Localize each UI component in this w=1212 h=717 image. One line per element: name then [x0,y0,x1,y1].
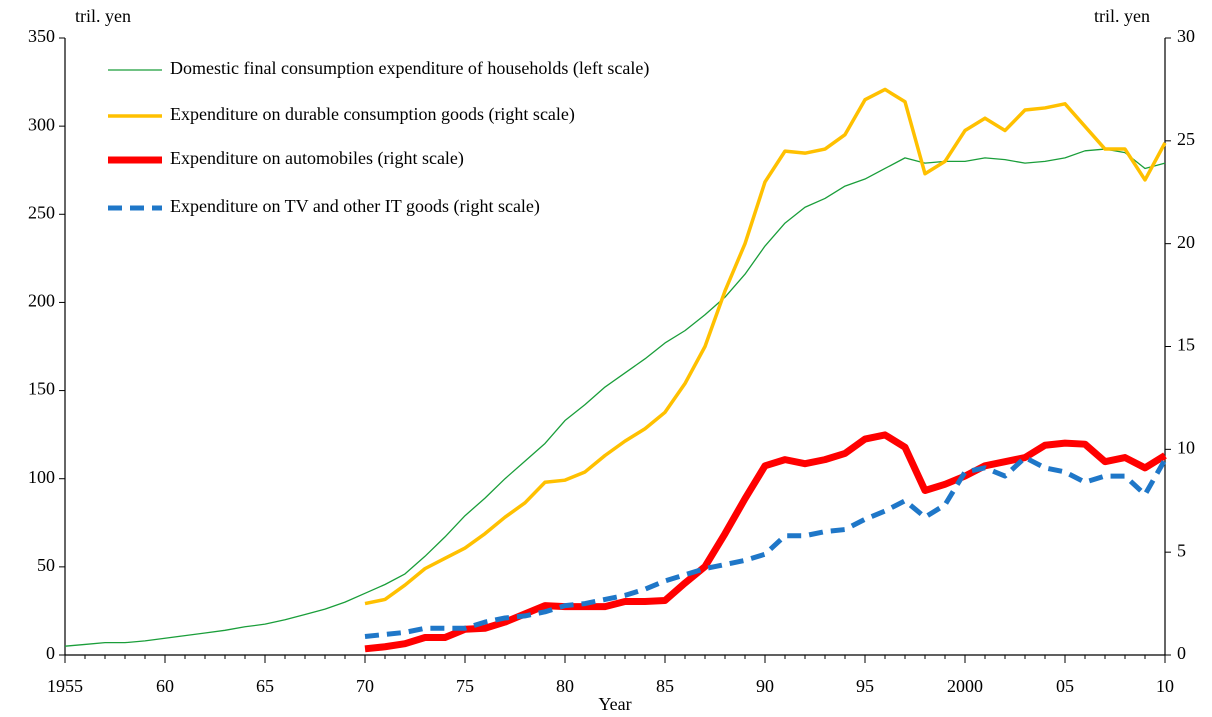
y-tick-label: 100 [28,467,55,487]
x-tick-label: 1955 [47,676,83,696]
y-tick-label: 0 [46,643,55,663]
series-line [364,431,1167,653]
x-tick-label: 85 [656,676,674,696]
y-tick-label: 300 [28,114,55,134]
legend-label: Expenditure on automobiles (right scale) [170,148,464,169]
x-tick-label: 80 [556,676,574,696]
y-axis-title: tril. yen [75,6,131,26]
legend-label: Expenditure on durable consumption goods… [170,104,575,125]
series-line [364,87,1167,606]
y-tick-label: 250 [28,202,55,222]
series-line [364,455,1168,639]
y2-tick-label: 15 [1177,335,1195,355]
x-tick-label: 75 [456,676,474,696]
x-tick-label: 90 [756,676,774,696]
y2-tick-label: 10 [1177,437,1195,457]
y-tick-label: 150 [28,379,55,399]
y2-tick-label: 5 [1177,540,1186,560]
y2-tick-label: 30 [1177,26,1195,46]
x-tick-label: 95 [856,676,874,696]
y-tick-label: 200 [28,291,55,311]
x-tick-label: 10 [1156,676,1174,696]
y2-axis-title: tril. yen [1094,6,1150,26]
y2-tick-label: 20 [1177,232,1195,252]
x-tick-label: 05 [1056,676,1074,696]
y-tick-label: 350 [28,26,55,46]
x-tick-label: 2000 [947,676,983,696]
y-tick-label: 50 [37,555,55,575]
y2-tick-label: 25 [1177,129,1195,149]
y2-tick-label: 0 [1177,643,1186,663]
x-tick-label: 65 [256,676,274,696]
legend-label: Expenditure on TV and other IT goods (ri… [170,196,540,217]
series-line [64,148,1166,647]
x-axis-title: Year [598,694,631,714]
legend-label: Domestic final consumption expenditure o… [170,58,649,79]
x-tick-label: 70 [356,676,374,696]
x-tick-label: 60 [156,676,174,696]
